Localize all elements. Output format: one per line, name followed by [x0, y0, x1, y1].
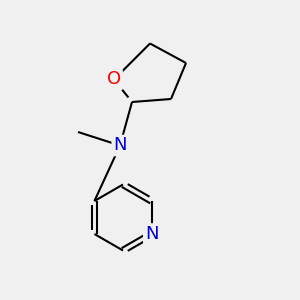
Text: O: O: [107, 70, 121, 88]
Text: N: N: [145, 225, 158, 243]
Text: N: N: [113, 136, 127, 154]
